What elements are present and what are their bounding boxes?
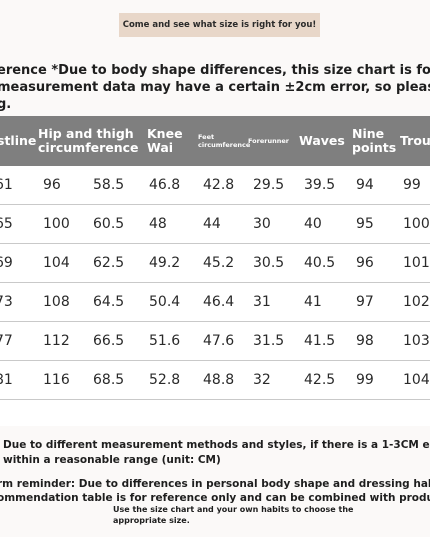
header-knee: Knee Wai (147, 116, 187, 166)
reference-notice-line: measurement data may have a certain ±2cm… (0, 80, 430, 95)
size-banner-text: Come and see what size is right for you! (122, 20, 317, 30)
table-cell: 69 (0, 255, 13, 271)
table-cell: 65 (0, 216, 13, 232)
size-choice-hint-line: Use the size chart and your own habits t… (113, 505, 354, 514)
table-cell: 81 (0, 372, 13, 388)
header-feet: Feet circumference (198, 116, 251, 166)
table-cell: 102 (403, 294, 430, 310)
table-cell: 58.5 (93, 177, 125, 193)
table-cell: 29.5 (253, 177, 285, 193)
table-cell: 98 (356, 333, 374, 349)
table-cell: 62.5 (93, 255, 125, 271)
table-cell: 99 (356, 372, 374, 388)
measurement-notice-line: within a reasonable range (unit: CM) (3, 454, 221, 466)
size-banner: Come and see what size is right for you! (119, 13, 320, 37)
table-cell: 48 (149, 216, 167, 232)
header-trousers: Trouse (400, 133, 430, 148)
size-table-header: stline Hip and thigh circumference Knee … (0, 116, 430, 166)
table-cell: 50.4 (149, 294, 181, 310)
header-waves: Waves (299, 133, 345, 148)
table-cell: 51.6 (149, 333, 181, 349)
header-nine-points: Nine points (352, 116, 397, 166)
table-cell: 40.5 (304, 255, 336, 271)
table-cell: 41.5 (304, 333, 336, 349)
reference-notice: erence *Due to body shape differences, t… (0, 62, 430, 113)
table-cell: 32 (253, 372, 271, 388)
header-feet-label: Feet circumference (198, 133, 251, 149)
table-cell: 96 (356, 255, 374, 271)
reference-notice-line: g. (0, 97, 12, 112)
table-cell: 42.8 (203, 177, 235, 193)
size-choice-hint-line: appropriate size. (113, 516, 190, 525)
table-cell: 73 (0, 294, 13, 310)
table-row: 69 104 62.5 49.2 45.2 30.5 40.5 96 101 (0, 244, 430, 283)
table-cell: 77 (0, 333, 13, 349)
table-cell: 52.8 (149, 372, 181, 388)
table-cell: 103 (403, 333, 430, 349)
table-cell: 68.5 (93, 372, 125, 388)
table-cell: 40 (304, 216, 322, 232)
table-cell: 48.8 (203, 372, 235, 388)
measurement-notice: Due to different measurement methods and… (3, 438, 430, 468)
table-cell: 64.5 (93, 294, 125, 310)
table-cell: 108 (43, 294, 70, 310)
table-row: 65 100 60.5 48 44 30 40 95 100 (0, 205, 430, 244)
table-cell: 96 (43, 177, 61, 193)
reminder-notice: rm reminder: Due to differences in perso… (0, 477, 430, 505)
reference-notice-line: erence *Due to body shape differences, t… (0, 63, 430, 78)
size-table: stline Hip and thigh circumference Knee … (0, 116, 430, 426)
table-cell: 101 (403, 255, 430, 271)
table-cell: 61 (0, 177, 13, 193)
header-forerunner: Forerunner (248, 137, 289, 145)
table-cell: 41 (304, 294, 322, 310)
table-row: 77 112 66.5 51.6 47.6 31.5 41.5 98 103 (0, 322, 430, 361)
table-row: 73 108 64.5 50.4 46.4 31 41 97 102 (0, 283, 430, 322)
header-hip-thigh: Hip and thigh circumference (38, 116, 139, 166)
header-hip-thigh-label: Hip and thigh circumference (38, 126, 139, 155)
table-cell: 116 (43, 372, 70, 388)
table-cell: 30.5 (253, 255, 285, 271)
table-cell: 44 (203, 216, 221, 232)
table-cell: 47.6 (203, 333, 235, 349)
table-cell: 31.5 (253, 333, 285, 349)
table-cell: 100 (43, 216, 70, 232)
table-cell: 112 (43, 333, 70, 349)
header-waistline: stline (0, 133, 37, 148)
table-cell: 45.2 (203, 255, 235, 271)
table-cell: 99 (403, 177, 421, 193)
header-knee-label: Knee Wai (147, 126, 183, 155)
table-cell: 97 (356, 294, 374, 310)
table-cell: 30 (253, 216, 271, 232)
table-cell: 94 (356, 177, 374, 193)
table-cell: 95 (356, 216, 374, 232)
table-cell: 104 (43, 255, 70, 271)
table-cell: 31 (253, 294, 271, 310)
table-row: 61 96 58.5 46.8 42.8 29.5 39.5 94 99 (0, 166, 430, 205)
size-choice-hint: Use the size chart and your own habits t… (113, 504, 393, 526)
header-nine-points-label: Nine points (352, 126, 397, 155)
table-row: 81 116 68.5 52.8 48.8 32 42.5 99 104 (0, 361, 430, 400)
table-cell: 49.2 (149, 255, 181, 271)
table-cell: 39.5 (304, 177, 336, 193)
reminder-notice-line: ommendation table is for reference only … (0, 492, 430, 504)
table-cell: 42.5 (304, 372, 336, 388)
table-cell: 60.5 (93, 216, 125, 232)
measurement-notice-line: Due to different measurement methods and… (3, 439, 430, 451)
table-cell: 66.5 (93, 333, 125, 349)
reminder-notice-line: rm reminder: Due to differences in perso… (0, 478, 430, 490)
table-cell: 100 (403, 216, 430, 232)
table-cell: 46.4 (203, 294, 235, 310)
table-cell: 104 (403, 372, 430, 388)
table-cell: 46.8 (149, 177, 181, 193)
